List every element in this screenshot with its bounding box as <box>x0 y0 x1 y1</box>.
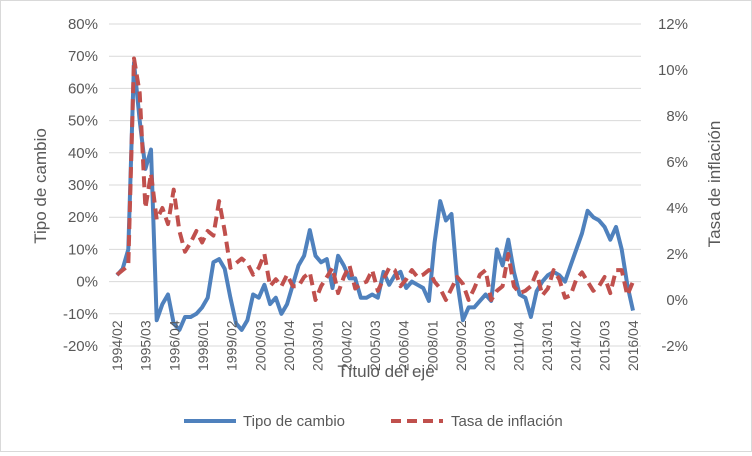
x-tick-label: 2011/04 <box>510 321 526 371</box>
legend: Tipo de cambio Tasa de inflación <box>184 413 563 430</box>
x-tick-label: 2006/04 <box>396 320 412 371</box>
x-tick-label: 2008/01 <box>424 320 440 371</box>
x-tick-label: 2000/03 <box>252 320 268 371</box>
x-tick-label: 2003/01 <box>310 320 326 371</box>
right-axis-ticks: 12% 10% 8% 6% 4% 2% 0% -2% <box>658 16 688 355</box>
right-tick-label: 8% <box>666 108 688 125</box>
legend-label-tipo-de-cambio: Tipo de cambio <box>243 413 345 430</box>
right-tick-label: 10% <box>658 62 688 79</box>
x-tick-label: 2016/04 <box>625 320 641 371</box>
left-tick-label: 20% <box>68 209 98 226</box>
right-tick-label: 2% <box>666 246 688 263</box>
x-axis-title: Título del eje <box>337 362 434 381</box>
right-tick-label: 4% <box>666 200 688 217</box>
x-tick-label: 2004/02 <box>338 320 354 371</box>
series-line-tipo-de-cambio <box>115 60 635 332</box>
x-tick-label: 2005/03 <box>367 320 383 371</box>
right-tick-label: -2% <box>661 338 688 355</box>
left-axis-ticks: 80% 70% 60% 50% 40% 30% 20% 10% 0% -10% -20% <box>63 16 98 355</box>
x-axis-ticks: 1994/02 1995/03 1996/04 1998/01 1999/02 2000/… <box>109 320 641 371</box>
series-line-tasa-de-inflacion <box>115 56 635 302</box>
right-tick-label: 12% <box>658 16 688 33</box>
x-tick-label: 1995/03 <box>138 320 154 371</box>
left-tick-label: 30% <box>68 177 98 194</box>
x-tick-label: 2015/03 <box>596 320 612 371</box>
left-tick-label: 50% <box>68 113 98 130</box>
x-tick-label: 2013/01 <box>539 320 555 371</box>
left-tick-label: 60% <box>68 80 98 97</box>
x-tick-label: 1998/01 <box>195 320 211 371</box>
left-tick-label: 10% <box>68 241 98 258</box>
left-tick-label: -20% <box>63 338 98 355</box>
right-tick-label: 0% <box>666 292 688 309</box>
series-lines <box>115 56 635 332</box>
right-tick-label: 6% <box>666 154 688 171</box>
legend-label-tasa-de-inflacion: Tasa de inflación <box>451 413 563 430</box>
y-axis-left-label: Tipo de cambio <box>31 128 50 244</box>
x-tick-label: 1994/02 <box>109 320 125 371</box>
left-tick-label: 70% <box>68 48 98 65</box>
left-tick-label: -10% <box>63 306 98 323</box>
x-tick-label: 2001/04 <box>281 320 297 371</box>
x-tick-label: 2009/02 <box>453 320 469 371</box>
y-axis-right-label: Tasa de inflación <box>705 121 724 248</box>
x-tick-label: 1996/04 <box>166 320 182 371</box>
left-tick-label: 0% <box>76 274 98 291</box>
x-tick-label: 2010/03 <box>482 320 498 371</box>
left-tick-label: 80% <box>68 16 98 33</box>
x-tick-label: 2014/02 <box>568 320 584 371</box>
left-tick-label: 40% <box>68 145 98 162</box>
x-tick-label: 1999/02 <box>224 320 240 371</box>
